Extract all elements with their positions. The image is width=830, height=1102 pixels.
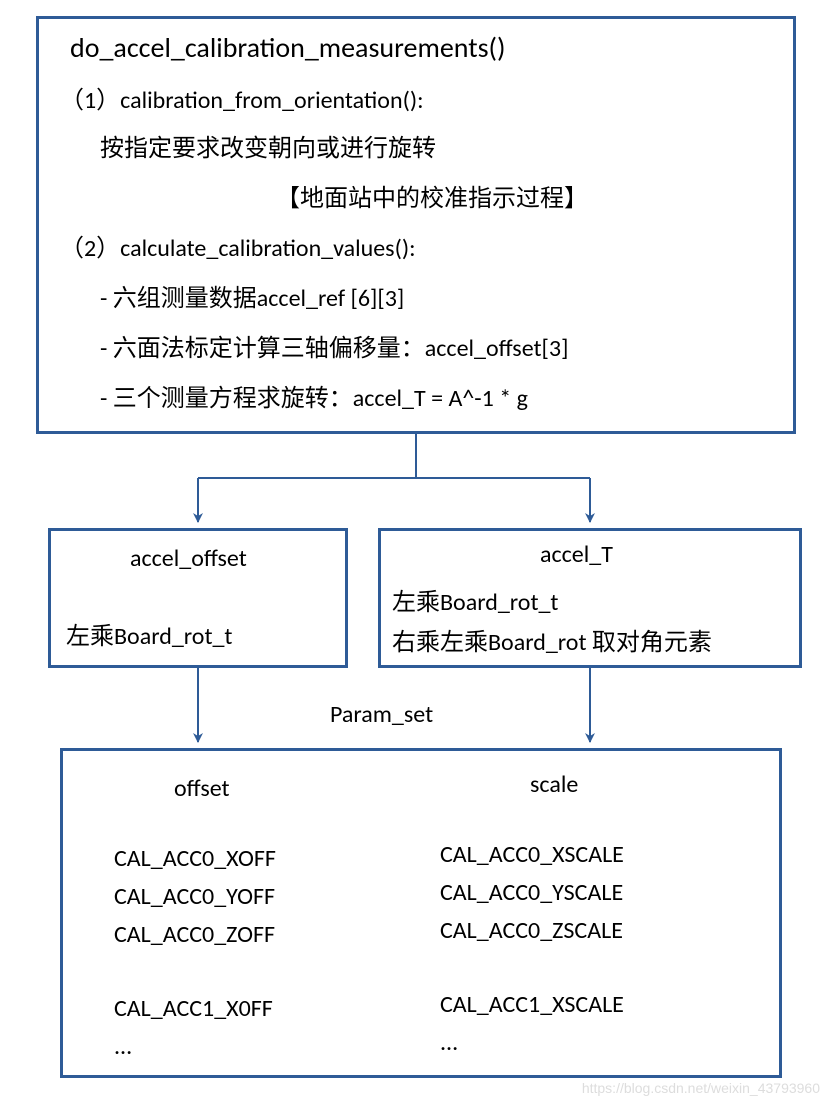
box4-right-item: CAL_ACC0_XSCALE — [440, 840, 624, 869]
box4-right-item: CAL_ACC0_ZSCALE — [440, 916, 623, 945]
box1-line6: - 六面法标定计算三轴偏移量：accel_offset[3] — [100, 328, 568, 363]
box4-left-item: CAL_ACC1_X0FF — [114, 994, 273, 1023]
param-set-label: Param_set — [330, 700, 433, 729]
box4-right-item: ... — [440, 1028, 458, 1057]
box4-right-item: CAL_ACC0_YSCALE — [440, 878, 623, 907]
box2-title: accel_offset — [130, 544, 247, 573]
box1-title: do_accel_calibration_measurements() — [70, 30, 506, 65]
box4-left-item: ... — [114, 1032, 132, 1061]
box1-line5: - 六组测量数据accel_ref [6][3] — [100, 278, 404, 313]
box3-line2: 右乘左乘Board_rot 取对角元素 — [392, 622, 712, 657]
box1-line1: （1）calibration_from_orientation(): — [60, 80, 424, 115]
box1-line2: 按指定要求改变朝向或进行旋转 — [100, 128, 436, 163]
box-params — [60, 748, 782, 1078]
box1-line7: - 三个测量方程求旋转：accel_T = A^-1 * g — [100, 378, 528, 413]
box4-left-title: offset — [174, 774, 230, 803]
box1-line4: （2）calculate_calibration_values(): — [60, 228, 416, 263]
box4-left-item: CAL_ACC0_YOFF — [114, 882, 275, 911]
box1-line3: 【地面站中的校准指示过程】 — [276, 178, 588, 213]
box-top — [36, 16, 796, 434]
box3-line1: 左乘Board_rot_t — [392, 582, 558, 617]
box4-left-item: CAL_ACC0_ZOFF — [114, 920, 275, 949]
watermark: https://blog.csdn.net/weixin_43793960 — [582, 1080, 820, 1096]
box2-line1: 左乘Board_rot_t — [66, 616, 232, 651]
box4-right-title: scale — [530, 770, 578, 799]
box4-right-item: CAL_ACC1_XSCALE — [440, 990, 624, 1019]
box3-title: accel_T — [540, 540, 613, 569]
box4-left-item: CAL_ACC0_XOFF — [114, 844, 276, 873]
